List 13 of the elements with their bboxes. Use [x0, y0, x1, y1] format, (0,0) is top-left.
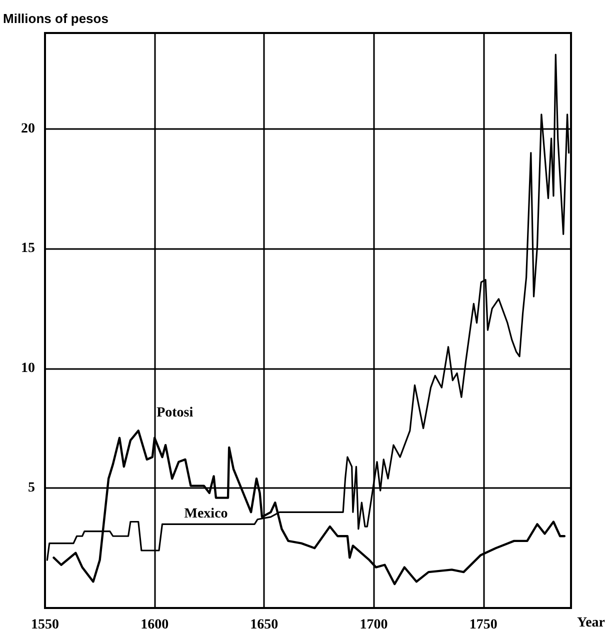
y-tick-label: 5 — [28, 480, 35, 496]
x-tick-label: 1550 — [31, 618, 59, 632]
y-axis-title: Millions of pesos — [3, 11, 108, 26]
y-tick-label: 15 — [21, 241, 35, 256]
x-tick-label: 1700 — [360, 618, 388, 632]
x-tick-label: 1600 — [140, 618, 169, 632]
series-label: Potosi — [156, 405, 194, 420]
series-label: Mexico — [184, 506, 228, 522]
y-tick-label: 10 — [21, 360, 35, 376]
x-tick-label: 1750 — [469, 618, 498, 632]
x-axis-title: Year — [577, 616, 606, 630]
y-tick-label: 20 — [21, 121, 35, 136]
x-tick-label: 1650 — [250, 618, 278, 632]
